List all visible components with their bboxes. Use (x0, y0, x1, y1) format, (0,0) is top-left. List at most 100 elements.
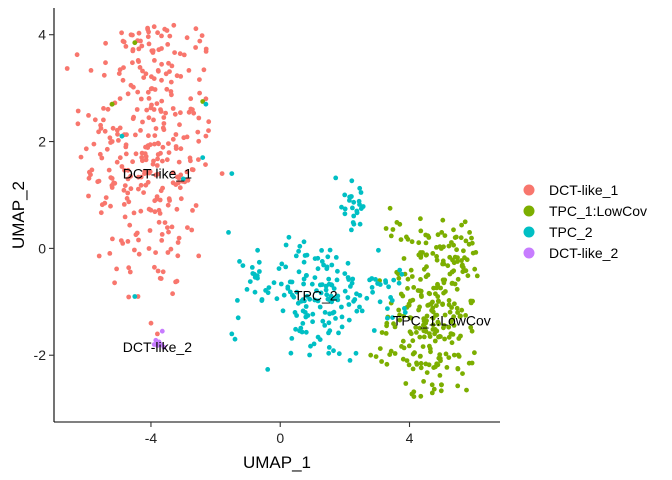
data-point (434, 303, 439, 308)
data-point (286, 234, 292, 240)
data-point (421, 318, 427, 324)
series-dct-like-2 (151, 328, 167, 350)
data-point (430, 322, 436, 328)
data-point (97, 151, 103, 157)
data-point (187, 155, 193, 161)
data-point (317, 282, 323, 288)
data-point (377, 346, 383, 351)
data-point (406, 343, 412, 349)
data-point (401, 345, 407, 351)
data-point (169, 92, 174, 98)
data-point (121, 187, 127, 193)
data-point (342, 271, 348, 276)
data-point (203, 133, 209, 139)
data-point (144, 107, 150, 113)
data-point (438, 388, 444, 394)
data-point (138, 38, 143, 44)
data-point (357, 185, 363, 191)
data-point (289, 279, 295, 285)
data-point (430, 251, 436, 256)
data-point (458, 333, 463, 339)
data-point (430, 309, 436, 315)
data-point (265, 367, 271, 372)
data-point (167, 69, 172, 74)
data-point (319, 248, 324, 253)
data-point (422, 325, 428, 331)
data-point (418, 361, 424, 366)
legend-label: DCT-like_1 (549, 182, 618, 198)
data-point (459, 307, 465, 313)
data-point (200, 99, 206, 104)
data-point (301, 276, 307, 282)
data-point (120, 77, 126, 83)
data-point (455, 383, 461, 389)
data-point (189, 167, 195, 172)
cluster-label: DCT-like_1 (123, 166, 192, 182)
data-point (458, 235, 464, 241)
data-point (106, 167, 112, 173)
data-point (376, 247, 381, 253)
data-point (173, 146, 179, 152)
data-point (159, 61, 165, 67)
data-point (134, 230, 140, 236)
data-point (460, 265, 466, 270)
data-point (109, 185, 115, 190)
data-point (143, 154, 149, 159)
data-point (315, 266, 321, 272)
data-point (350, 276, 356, 282)
data-point (196, 115, 202, 121)
data-point (434, 257, 440, 263)
data-point (174, 174, 180, 180)
data-point (331, 348, 336, 354)
data-point (436, 299, 441, 304)
data-point (383, 331, 389, 336)
data-point (203, 101, 209, 107)
data-point (371, 328, 377, 333)
data-point (347, 194, 352, 200)
data-point (174, 278, 180, 284)
data-point (333, 316, 338, 321)
data-point (351, 199, 357, 205)
data-point (426, 362, 432, 368)
data-point (346, 317, 352, 323)
data-point (440, 277, 446, 283)
data-point (143, 71, 149, 77)
data-point (415, 288, 421, 293)
data-point (135, 58, 141, 63)
data-point (451, 314, 457, 319)
data-point (197, 38, 203, 44)
data-point (147, 228, 153, 233)
data-point (122, 183, 128, 189)
data-point (86, 175, 92, 181)
data-point (334, 277, 340, 283)
data-point (339, 314, 345, 320)
data-point (293, 253, 299, 259)
data-point (162, 220, 168, 226)
data-point (141, 190, 147, 196)
data-point (160, 158, 165, 164)
data-point (200, 155, 206, 161)
data-point (139, 43, 145, 49)
data-point (108, 203, 113, 209)
data-point (347, 198, 352, 203)
data-point (125, 190, 131, 196)
data-point (154, 101, 160, 106)
data-point (138, 182, 144, 188)
data-point (190, 208, 195, 213)
data-point (166, 229, 171, 235)
data-point (280, 308, 286, 314)
data-point (296, 269, 302, 275)
data-point (178, 74, 184, 79)
data-point (331, 286, 337, 291)
data-point (375, 281, 380, 286)
data-point (107, 135, 113, 141)
data-point (193, 45, 199, 50)
data-point (424, 370, 430, 375)
legend-key (523, 184, 535, 196)
data-point (155, 30, 161, 36)
data-point (398, 237, 404, 243)
data-point (420, 344, 426, 349)
data-point (319, 259, 325, 264)
data-point (132, 294, 138, 299)
